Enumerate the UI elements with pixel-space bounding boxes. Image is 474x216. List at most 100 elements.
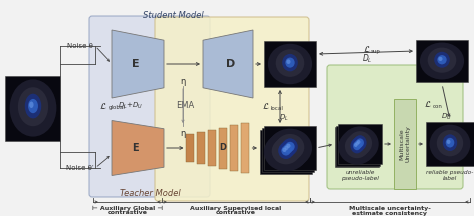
Text: $\mathcal{L}$: $\mathcal{L}$ [363,44,371,54]
Ellipse shape [273,136,302,162]
Ellipse shape [278,142,294,159]
Ellipse shape [357,140,360,144]
Ellipse shape [18,87,48,126]
Ellipse shape [282,138,298,155]
Ellipse shape [438,57,443,61]
Ellipse shape [340,128,377,163]
Bar [6,76,61,140]
Ellipse shape [434,52,450,68]
Text: $D_L$: $D_L$ [362,53,372,65]
Ellipse shape [354,143,357,147]
Text: $\mathcal{L}$: $\mathcal{L}$ [262,101,270,111]
Text: EMA: EMA [176,102,194,111]
Bar [416,40,468,82]
Ellipse shape [446,138,454,148]
Text: local: local [271,105,284,111]
Ellipse shape [283,144,292,154]
Bar [337,125,381,165]
Ellipse shape [356,141,359,146]
Bar [209,130,217,166]
Ellipse shape [348,131,372,155]
Text: η: η [180,129,186,138]
Text: con: con [433,103,443,108]
Ellipse shape [420,43,464,79]
Ellipse shape [276,49,304,77]
Bar [262,128,314,172]
Text: Student Model: Student Model [143,11,203,21]
Text: Multiscale uncertainty-: Multiscale uncertainty- [349,206,431,211]
Ellipse shape [25,94,41,118]
Ellipse shape [346,133,371,157]
Text: Noise θ: Noise θ [67,43,93,49]
Ellipse shape [341,126,379,162]
Bar [260,130,312,174]
Ellipse shape [447,140,450,144]
Text: D: D [219,143,227,152]
Ellipse shape [429,125,470,163]
Ellipse shape [29,102,34,108]
Text: E: E [132,143,139,153]
Ellipse shape [284,146,289,150]
Bar [186,134,194,162]
Bar [394,99,416,189]
Text: unreliable
pseudo-label: unreliable pseudo-label [341,170,379,181]
Text: η: η [180,76,186,86]
Ellipse shape [352,137,365,152]
Ellipse shape [282,146,291,156]
Bar [338,124,382,164]
FancyBboxPatch shape [155,17,309,201]
Text: Auxiliary Supervised local: Auxiliary Supervised local [191,206,282,211]
Bar [426,122,474,166]
Bar [241,123,249,173]
Ellipse shape [276,134,304,160]
Ellipse shape [350,138,364,153]
FancyBboxPatch shape [89,16,210,197]
Ellipse shape [280,140,296,157]
Ellipse shape [283,148,286,152]
Ellipse shape [286,59,291,64]
Text: Noise θ′: Noise θ′ [66,165,94,171]
Ellipse shape [9,79,56,137]
Text: ⊢ Auxiliary Global ⊣: ⊢ Auxiliary Global ⊣ [92,206,163,211]
Text: Teacher Model: Teacher Model [119,189,181,199]
Ellipse shape [345,134,369,158]
Text: Multiscale
Uncertainty: Multiscale Uncertainty [400,125,410,162]
Text: $\mathcal{L}$: $\mathcal{L}$ [424,99,432,109]
Text: $D_U$: $D_U$ [441,112,452,122]
Bar [264,126,316,170]
FancyBboxPatch shape [327,65,463,189]
Text: D: D [226,59,235,69]
Ellipse shape [264,133,308,171]
Ellipse shape [268,129,312,167]
Bar [198,132,206,164]
Ellipse shape [266,131,310,169]
Ellipse shape [443,134,457,151]
Ellipse shape [428,48,456,73]
Ellipse shape [437,130,463,156]
Text: estimate consistency: estimate consistency [353,211,428,216]
Text: E: E [132,59,139,69]
Ellipse shape [353,141,361,150]
Ellipse shape [282,54,298,71]
Ellipse shape [355,140,363,149]
Bar [264,41,316,87]
Polygon shape [112,121,164,175]
Text: $\mathcal{L}$: $\mathcal{L}$ [99,101,107,111]
Ellipse shape [268,44,312,84]
Polygon shape [112,30,164,98]
Polygon shape [203,30,253,98]
Ellipse shape [356,138,364,147]
Ellipse shape [286,144,291,148]
Ellipse shape [338,129,376,165]
Bar [230,125,238,171]
Ellipse shape [354,135,366,150]
Text: contrastive: contrastive [216,211,256,216]
Text: $D_L$+$D_U$: $D_L$+$D_U$ [116,101,143,111]
Text: sup: sup [371,49,381,54]
Text: global: global [109,105,126,111]
Bar [219,127,228,168]
Ellipse shape [438,55,447,64]
Ellipse shape [285,142,295,151]
Ellipse shape [28,99,38,113]
Text: contrastive: contrastive [108,211,147,216]
